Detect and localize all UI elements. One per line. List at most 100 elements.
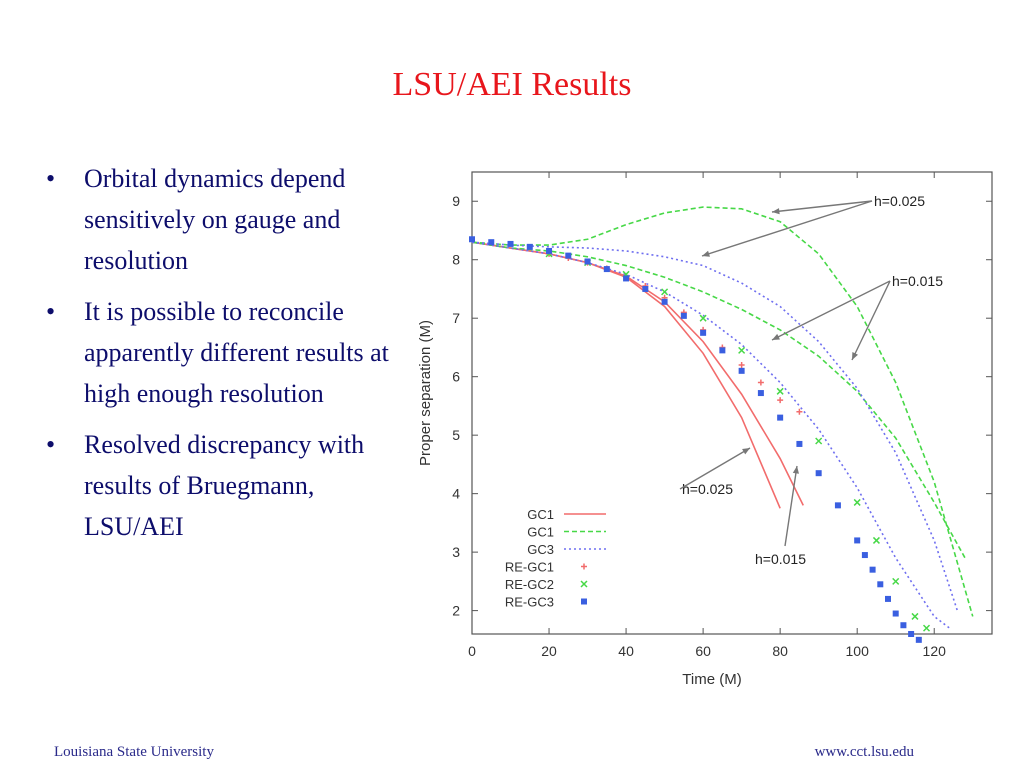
data-point [757,390,764,397]
data-point [777,414,784,421]
data-point [877,581,884,588]
data-point [603,266,610,273]
plot-frame [471,171,993,635]
annotation: h=0.025 [701,193,925,257]
y-tick-label: 3 [452,544,460,560]
data-point [700,329,707,336]
data-point [623,275,630,282]
legend-swatch [581,598,587,605]
data-point [796,408,803,415]
series-re-gc1 [546,250,803,415]
data-point [469,236,475,243]
arrow-head [772,208,780,215]
data-point [507,240,514,247]
arrow-head [742,448,750,455]
series-gc1 [471,241,781,509]
x-tick-label: 100 [846,643,870,659]
series-line [471,206,974,617]
arrow-head [792,466,799,474]
y-tick-label: 7 [452,310,460,326]
data-point [738,361,745,368]
series-gc3 [471,241,959,611]
data-point [796,440,803,447]
legend: GC1 GC1 GC3 RE-GC1 RE-GC2 RE-GC3 [505,507,606,610]
bullet-list: • Orbital dynamics depend sensitively on… [46,158,406,557]
annotation-arrow [679,447,751,490]
legend-label: RE-GC3 [505,595,554,610]
data-point [642,285,649,292]
data-point [922,624,931,632]
bullet-glyph: • [46,430,56,459]
series-gc1 [471,206,974,617]
data-point [853,498,861,506]
annotation-label: h=0.015 [892,273,943,289]
bullet-item: • Orbital dynamics depend sensitively on… [46,158,406,281]
footer-university: Louisiana State University [54,744,214,760]
annotation-arrow [771,280,891,341]
data-point [719,347,726,354]
annotation: h=0.025 [679,447,751,497]
data-point [815,437,823,445]
data-point [834,502,841,509]
arrow-head [702,250,710,257]
annotation-arrow [851,280,891,361]
data-point [757,379,764,386]
data-point [738,346,746,354]
data-point [872,536,880,544]
bullet-text: Resolved discrepancy with results of Bru… [84,430,365,541]
data-point [885,595,891,602]
annotation-label: h=0.025 [682,481,733,497]
data-point [900,622,907,629]
data-point [565,252,572,259]
x-axis-label: Time (M) [682,671,741,688]
series-gc1 [471,241,804,506]
x-tick-label: 120 [923,643,947,659]
data-point [584,258,591,265]
x-tick-label: 20 [541,643,557,659]
data-point [777,397,784,404]
data-point [661,298,668,305]
bullet-glyph: • [46,297,56,326]
slide-title: LSU/AEI Results [392,66,632,103]
legend-label: GC1 [527,525,554,540]
data-point [892,610,899,617]
bullet-item: • Resolved discrepancy with results of B… [46,424,406,547]
arrow-head [772,333,780,340]
data-point [738,367,745,374]
annotation-arrow [771,200,873,213]
y-tick-label: 2 [452,603,460,619]
bullet-item: • It is possible to reconcile apparently… [46,291,406,414]
legend-label: GC1 [527,507,554,522]
y-tick-label: 4 [452,486,460,502]
annotation-label: h=0.025 [874,193,925,209]
x-tick-label: 80 [772,643,788,659]
data-point [776,387,784,395]
data-point [911,612,919,620]
series-line [471,241,781,509]
series-line [471,241,959,611]
data-point [908,631,915,637]
data-point [915,636,922,643]
annotation: h=0.015 [771,273,943,361]
legend-swatch [581,563,587,570]
y-tick-label: 5 [452,427,460,443]
annotation-arrow [784,465,798,547]
data-point [815,470,822,477]
data-point [699,314,707,322]
legend-label: RE-GC2 [505,577,554,592]
x-tick-label: 40 [618,643,634,659]
data-point [488,239,495,246]
annotation-label: h=0.015 [755,551,806,567]
legend-label: RE-GC1 [505,560,554,575]
data-point [526,243,533,250]
data-point [854,537,861,544]
y-tick-label: 6 [452,369,460,385]
y-axis-label: Proper separation (M) [417,320,434,466]
arrow-head [852,352,859,360]
legend-swatch [580,580,588,588]
series-gc1 [471,241,966,559]
data-point [861,552,868,559]
annotation: h=0.015 [755,465,806,567]
y-tick-label: 9 [452,193,460,209]
data-point [892,577,900,585]
